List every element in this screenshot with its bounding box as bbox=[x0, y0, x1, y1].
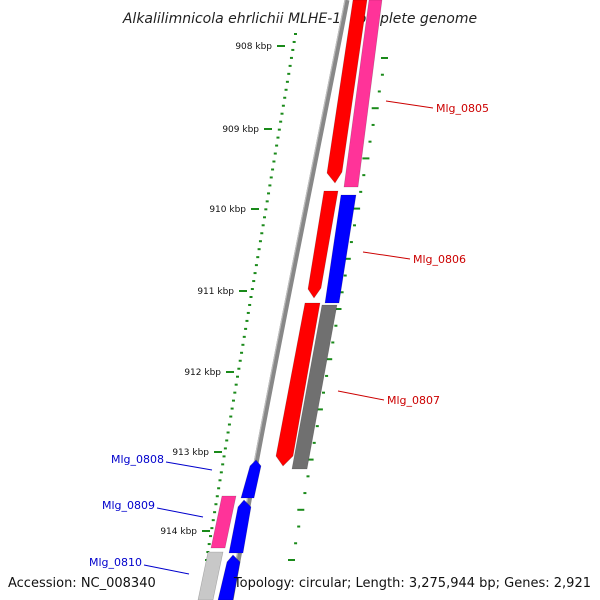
gene-arrow-mlg-0806[interactable] bbox=[307, 190, 339, 299]
gene-label-connector bbox=[165, 461, 213, 471]
tick-ruler: 908 kbp 909 kbp 910 kbp 911 kbp 912 kbp 913 k… bbox=[160, 33, 388, 561]
gene-features bbox=[197, 0, 383, 600]
gene-label[interactable]: Mlg_0808 bbox=[111, 453, 164, 466]
ruler-tick-label: 909 kbp bbox=[222, 125, 259, 135]
gene-feature-mlg-0809[interactable] bbox=[210, 495, 237, 549]
ruler-tick-label: 910 kbp bbox=[209, 205, 246, 215]
gene-label-connector bbox=[156, 507, 204, 518]
ruler-tick-label: 914 kbp bbox=[160, 527, 197, 537]
gene-label-connector bbox=[385, 100, 434, 109]
accession-text: Accession: NC_008340 bbox=[8, 576, 156, 591]
summary-text: Topology: circular; Length: 3,275,944 bp… bbox=[233, 576, 591, 591]
gene-feature-pink[interactable] bbox=[343, 0, 383, 188]
gene-label[interactable]: Mlg_0806 bbox=[413, 253, 466, 266]
map-title: Alkalilimnicola ehrlichii MLHE-1, comple… bbox=[122, 11, 477, 27]
gene-feature-blue[interactable] bbox=[324, 194, 357, 304]
gene-label-connector bbox=[362, 251, 411, 260]
ruler-tick-label: 908 kbp bbox=[235, 42, 272, 52]
gene-feature-mlg-0810[interactable] bbox=[197, 551, 224, 600]
gene-arrow-mlg-0807[interactable] bbox=[275, 302, 321, 467]
ruler-tick-label: 912 kbp bbox=[184, 368, 221, 378]
ruler-tick-label: 911 kbp bbox=[197, 287, 234, 297]
gene-arrow-mlg-0810[interactable] bbox=[217, 554, 241, 600]
gene-labels: Mlg_0805 Mlg_0806 Mlg_0807 Mlg_0808 Mlg_0809… bbox=[89, 100, 489, 575]
gene-arrow-mlg-0808[interactable] bbox=[240, 459, 262, 499]
gene-label[interactable]: Mlg_0810 bbox=[89, 556, 142, 569]
gene-arrow-mlg-0809[interactable] bbox=[228, 499, 252, 554]
gene-label-connector bbox=[143, 564, 190, 575]
gene-label-connector bbox=[337, 390, 385, 401]
gene-arrow-mlg-0805[interactable] bbox=[326, 0, 368, 184]
gene-feature-gray[interactable] bbox=[291, 304, 338, 470]
ruler-tick-label: 913 kbp bbox=[172, 448, 209, 458]
gene-label[interactable]: Mlg_0805 bbox=[436, 102, 489, 115]
gene-label[interactable]: Mlg_0807 bbox=[387, 394, 440, 407]
gene-label[interactable]: Mlg_0809 bbox=[102, 499, 155, 512]
